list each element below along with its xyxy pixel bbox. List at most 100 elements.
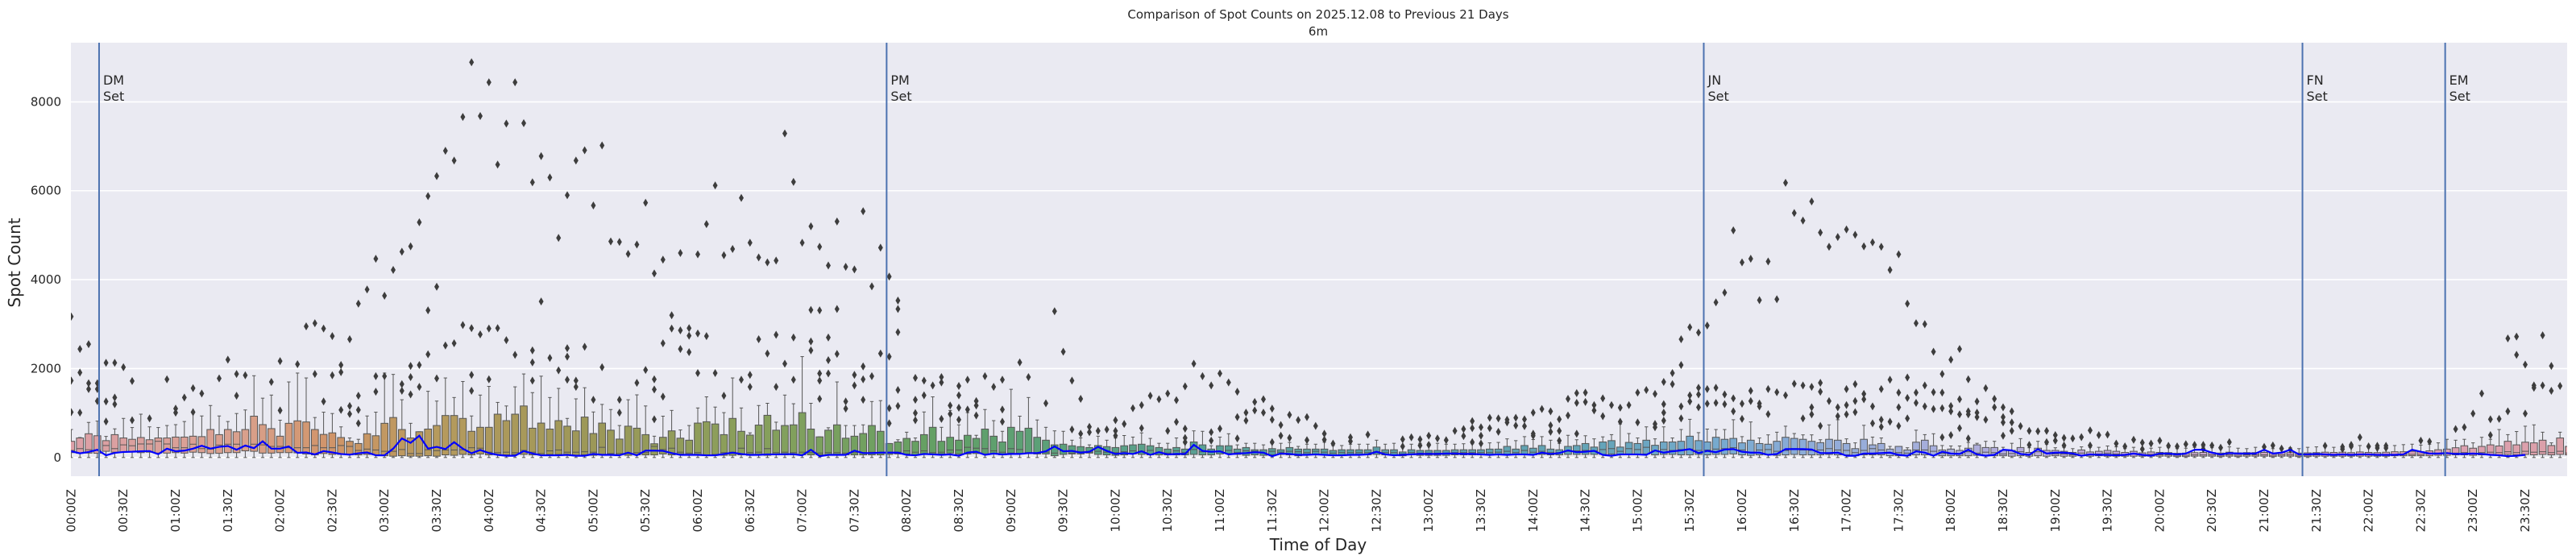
outlier-point [321, 397, 326, 406]
box-161 [1468, 443, 1477, 458]
box-287 [2565, 442, 2567, 458]
outlier-point [1922, 402, 1927, 411]
box-186 [1686, 418, 1695, 458]
outlier-point [1461, 425, 1466, 433]
outlier-point [173, 409, 178, 417]
x-tick-label: 10:00Z [1108, 489, 1122, 533]
outlier-point [765, 349, 770, 358]
outlier-point [112, 393, 118, 402]
box-92 [868, 400, 876, 458]
box-iqr [2451, 447, 2460, 456]
outlier-point [1740, 400, 1744, 409]
outlier-point [1321, 435, 1327, 444]
outlier-point [1678, 414, 1684, 423]
outlier-point [86, 384, 91, 393]
outlier-point [1948, 407, 1954, 416]
outlier-point [338, 405, 344, 414]
outlier-point [1765, 257, 1771, 266]
box-iqr [2521, 442, 2529, 455]
box-197 [1782, 425, 1790, 458]
outlier-point [964, 405, 970, 414]
outlier-point [930, 381, 935, 390]
box-iqr [2442, 448, 2451, 456]
outlier-point [1548, 427, 1553, 436]
outlier-point [1305, 436, 1309, 445]
outlier-point [1748, 255, 1753, 263]
outlier-point [1957, 424, 1962, 433]
outlier-point [1548, 421, 1553, 429]
box-87 [824, 427, 832, 458]
box-103 [963, 412, 972, 458]
outlier-point [1182, 438, 1188, 446]
box-iqr [832, 424, 841, 456]
box-66 [641, 405, 650, 458]
box-iqr [1537, 445, 1546, 455]
outlier-point [442, 341, 448, 350]
outlier-point [1583, 397, 1588, 406]
event-label: Set [2449, 89, 2470, 104]
outlier-point [913, 409, 918, 417]
outlier-point [1687, 391, 1693, 400]
box-iqr [928, 426, 937, 454]
box-213 [1920, 433, 1929, 458]
box-iqr [1912, 442, 1920, 456]
outlier-point [382, 291, 388, 300]
outlier-point [1696, 403, 1701, 412]
outlier-point [739, 375, 744, 384]
x-tick-label: 23:00Z [2466, 489, 2480, 533]
box-iqr [859, 433, 868, 456]
box-15 [197, 415, 206, 458]
box-iqr [815, 436, 824, 456]
x-tick-label: 08:00Z [899, 489, 914, 533]
box-iqr [2460, 445, 2469, 456]
event-label: Set [890, 89, 911, 104]
box-74 [711, 406, 720, 458]
x-tick-label: 10:30Z [1160, 489, 1175, 533]
outlier-point [1174, 417, 1179, 426]
box-iqr [215, 433, 223, 454]
outlier-point [1914, 398, 1919, 407]
outlier-point [1896, 403, 1902, 412]
outlier-point [573, 156, 579, 165]
outlier-point [1470, 417, 1475, 425]
box-iqr [1920, 439, 1929, 456]
outlier-point [2479, 389, 2484, 398]
outlier-point [1060, 347, 1066, 356]
outlier-point [1252, 406, 1258, 415]
box-280 [2503, 433, 2512, 458]
box-iqr [1006, 426, 1015, 454]
outlier-point [869, 282, 874, 291]
box-285 [2547, 442, 2556, 458]
outlier-point [1896, 388, 1902, 397]
outlier-point [2375, 443, 2380, 452]
outlier-point [486, 78, 492, 87]
outlier-point [1617, 417, 1623, 426]
box-iqr [163, 438, 172, 454]
box-212 [1912, 429, 1920, 458]
box-234 [2103, 445, 2112, 458]
outlier-point [1548, 407, 1553, 416]
outlier-point [799, 239, 805, 247]
outlier-point [1809, 410, 1815, 419]
box-iqr [633, 427, 641, 456]
box-112 [1042, 426, 1050, 458]
outlier-point [1530, 409, 1536, 417]
outlier-point [1165, 426, 1171, 435]
outlier-point [1408, 433, 1414, 442]
box-iqr [607, 429, 615, 456]
outlier-point [1852, 396, 1858, 405]
outlier-point [373, 255, 379, 263]
outlier-point [2061, 433, 2067, 442]
outlier-point [112, 359, 118, 367]
box-77 [737, 407, 745, 458]
outlier-point [1566, 411, 1570, 420]
box-iqr [1877, 442, 1885, 456]
box-105 [981, 409, 989, 458]
outlier-point [1243, 409, 1249, 417]
outlier-point [451, 339, 457, 348]
outlier-point [521, 118, 526, 127]
outlier-point [399, 387, 404, 396]
outlier-point [1661, 378, 1666, 387]
event-label: DM [103, 73, 124, 88]
box-iqr [955, 439, 963, 454]
